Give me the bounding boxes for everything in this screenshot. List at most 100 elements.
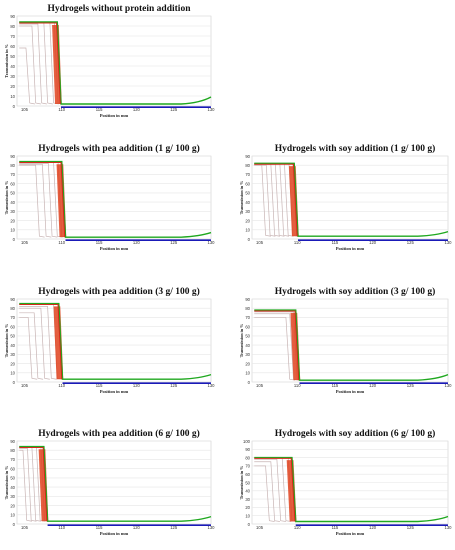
y-tick-label: 40 — [245, 200, 250, 205]
y-tick-label: 80 — [10, 163, 15, 168]
x-tick-label: 110 — [294, 383, 301, 388]
y-tick-label: 0 — [248, 237, 251, 242]
x-tick-label: 110 — [58, 525, 65, 530]
y-axis-label: Transmission in % — [4, 44, 9, 78]
x-tick-label: 110 — [58, 240, 65, 245]
y-axis-label: Transmission in % — [4, 181, 9, 215]
y-tick-label: 80 — [10, 306, 15, 311]
x-tick-label: 125 — [170, 383, 178, 388]
x-tick-label: 120 — [369, 383, 377, 388]
x-axis-label: Position in mm — [100, 246, 129, 251]
x-tick-label: 105 — [21, 383, 29, 388]
intermediate-profile — [19, 25, 41, 105]
y-tick-label: 70 — [10, 315, 15, 320]
y-tick-label: 80 — [10, 448, 15, 453]
intermediate-profile — [19, 312, 44, 380]
x-tick-label: 125 — [170, 240, 178, 245]
x-tick-label: 120 — [133, 107, 141, 112]
intermediate-profile — [19, 449, 32, 522]
y-tick-label: 90 — [10, 14, 15, 19]
x-tick-label: 115 — [96, 240, 103, 245]
y-tick-label: 40 — [10, 200, 15, 205]
x-tick-label: 105 — [256, 525, 264, 530]
y-tick-label: 10 — [245, 228, 250, 233]
y-tick-label: 80 — [10, 24, 15, 29]
y-tick-label: 20 — [10, 361, 15, 366]
y-tick-label: 70 — [245, 172, 250, 177]
x-tick-label: 125 — [407, 240, 415, 245]
y-tick-label: 0 — [13, 104, 16, 109]
chart-panel-4: Hydrogels with soy addition (3 g/ 100 g)… — [239, 286, 452, 394]
y-tick-label: 70 — [245, 315, 250, 320]
x-tick-label: 105 — [21, 525, 29, 530]
y-tick-label: 60 — [245, 472, 250, 477]
y-tick-label: 30 — [10, 352, 15, 357]
intermediate-profile — [19, 317, 38, 380]
y-tick-label: 10 — [10, 94, 15, 99]
y-tick-label: 30 — [245, 497, 250, 502]
x-axis-label: Position in mm — [336, 246, 365, 251]
y-tick-label: 90 — [245, 297, 250, 302]
y-tick-label: 50 — [10, 476, 15, 481]
first-profile-line — [254, 163, 298, 237]
y-tick-label: 60 — [245, 324, 250, 329]
chart-title: Hydrogels with soy addition (3 g/ 100 g) — [275, 286, 436, 297]
y-tick-label: 30 — [10, 74, 15, 79]
y-tick-label: 50 — [245, 191, 250, 196]
x-tick-label: 105 — [21, 240, 29, 245]
x-tick-label: 115 — [332, 240, 339, 245]
x-tick-label: 130 — [445, 383, 453, 388]
y-tick-label: 40 — [245, 343, 250, 348]
plot-area — [16, 440, 212, 525]
x-tick-label: 130 — [445, 240, 453, 245]
x-tick-label: 130 — [445, 525, 453, 530]
first-profile-line — [19, 161, 66, 238]
y-tick-label: 20 — [245, 505, 250, 510]
y-tick-label: 60 — [10, 324, 15, 329]
y-tick-label: 40 — [10, 485, 15, 490]
x-axis-label: Position in mm — [100, 531, 129, 536]
y-tick-label: 0 — [13, 237, 16, 242]
intermediate-profile — [19, 306, 57, 380]
y-tick-label: 30 — [245, 352, 250, 357]
y-tick-label: 0 — [13, 380, 16, 385]
intermediate-profile — [254, 164, 276, 237]
intermediate-profile — [19, 307, 50, 380]
intermediate-profile — [254, 465, 275, 522]
y-axis-label: Transmission in % — [239, 324, 244, 358]
y-tick-label: 70 — [245, 464, 250, 469]
chart-title: Hydrogels without protein addition — [48, 4, 192, 14]
y-axis-label: Transmission in % — [239, 466, 244, 500]
x-tick-label: 120 — [369, 525, 377, 530]
intermediate-profile — [254, 317, 296, 381]
chart-panel-2: Hydrogels with soy addition (1 g/ 100 g)… — [239, 143, 452, 251]
x-tick-label: 115 — [96, 383, 103, 388]
first-profile-line — [19, 446, 48, 522]
x-tick-label: 130 — [208, 525, 216, 530]
y-tick-label: 80 — [245, 163, 250, 168]
x-tick-label: 120 — [133, 525, 141, 530]
first-profile-line — [254, 310, 300, 381]
y-tick-label: 90 — [245, 154, 250, 159]
intermediate-profile — [254, 461, 280, 522]
x-tick-label: 115 — [332, 525, 339, 530]
plot-area — [16, 298, 212, 383]
y-tick-label: 30 — [10, 209, 15, 214]
y-tick-label: 60 — [10, 466, 15, 471]
y-tick-label: 0 — [248, 522, 251, 527]
chart-panel-0: Hydrogels without protein addition 0 10 20 3… — [4, 4, 215, 118]
y-tick-label: 70 — [10, 457, 15, 462]
y-tick-label: 70 — [10, 34, 15, 39]
y-tick-label: 20 — [10, 84, 15, 89]
intermediate-profile — [19, 448, 37, 522]
y-tick-label: 50 — [245, 334, 250, 339]
y-axis-label: Transmission in % — [4, 324, 9, 358]
y-tick-label: 20 — [10, 218, 15, 223]
y-tick-label: 10 — [10, 513, 15, 518]
y-tick-label: 50 — [10, 334, 15, 339]
last-profile-line — [19, 21, 212, 105]
y-tick-label: 40 — [10, 64, 15, 69]
x-axis-label: Position in mm — [100, 113, 129, 118]
y-tick-label: 100 — [243, 439, 251, 444]
